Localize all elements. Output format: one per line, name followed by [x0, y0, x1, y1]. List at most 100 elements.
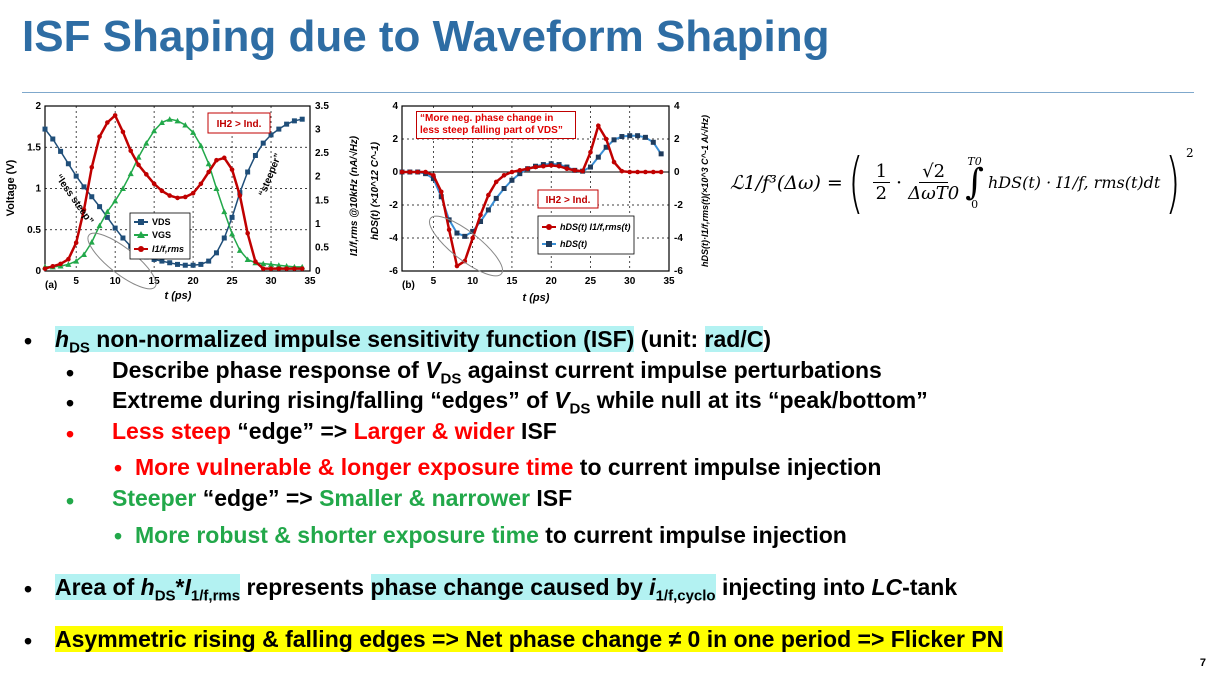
bullet-area: Area of hDS*I1/f,rms represents phase ch…	[55, 574, 958, 605]
point-product	[407, 169, 413, 175]
point-vgs	[112, 197, 119, 204]
y-left-tick-label: 1.5	[27, 142, 41, 153]
point-product	[438, 189, 444, 195]
point-product	[572, 168, 578, 173]
y-right-tick-label: 0	[674, 167, 680, 178]
legend: VDS VGS I1/f,rms	[129, 212, 191, 260]
point-i1f	[292, 266, 297, 271]
formula-frac2: √2 ΔωT0	[908, 161, 960, 204]
point-vds	[284, 121, 290, 127]
y-right-tick-label: -4	[674, 233, 683, 244]
point-i1f	[81, 207, 87, 213]
point-i1f	[260, 266, 266, 271]
y-right-tick-label: -2	[674, 200, 683, 211]
point-vgs	[275, 262, 282, 268]
point-i1f	[245, 230, 250, 236]
point-vgs	[96, 222, 103, 229]
point-vds	[260, 140, 266, 146]
x-tick-label: 35	[304, 276, 316, 287]
legend-vds: VDS	[152, 217, 171, 227]
point-i1f	[97, 134, 102, 139]
x-tick-label: 20	[546, 276, 558, 287]
point-vds	[221, 235, 227, 241]
point-vgs	[174, 117, 181, 124]
y-left-tick-label: 2	[392, 134, 398, 145]
x-tick-label: 15	[149, 276, 161, 287]
point-vgs	[73, 258, 80, 264]
tertiary-bullet-robust: More robust & shorter exposure time to c…	[135, 522, 847, 548]
point-product	[548, 163, 554, 168]
point-vgs	[65, 261, 72, 267]
point-product	[486, 192, 491, 198]
y-right-tick-label: 2	[315, 172, 321, 183]
formula-integral: T0 ∫ 0	[965, 154, 984, 211]
formula-lhs: ℒ1/f³(Δω) =	[730, 171, 843, 194]
point-vgs	[88, 239, 95, 245]
point-product	[611, 159, 617, 165]
point-hds	[493, 195, 499, 201]
point-i1f	[120, 129, 126, 135]
y-left-tick-label: 4	[392, 101, 398, 112]
series-line-product	[402, 122, 662, 269]
y-right-tick-label: 0.5	[315, 242, 329, 253]
point-hds	[430, 176, 436, 182]
formula-left-paren: (	[847, 143, 864, 221]
point-vds	[167, 260, 173, 266]
point-i1f	[151, 181, 157, 187]
annotation-box	[537, 189, 599, 209]
point-vgs	[143, 140, 150, 146]
y-right-tick-label: 1.5	[315, 195, 329, 206]
tertiary-bullet-vulnerable: More vulnerable & longer exposure time t…	[135, 454, 882, 480]
plot-frame	[44, 105, 311, 272]
point-i1f	[299, 266, 305, 271]
point-vds	[159, 258, 165, 264]
point-product	[478, 212, 483, 218]
point-vgs	[268, 261, 275, 267]
point-vgs	[80, 251, 87, 257]
y-left-axis-label: hDS(t) (×10^12 C^-1)	[370, 141, 381, 240]
y-right-tick-label: 3	[315, 125, 321, 136]
point-vgs	[221, 208, 228, 215]
point-i1f	[190, 190, 196, 196]
point-vds	[276, 126, 282, 132]
point-hds	[517, 171, 523, 177]
x-tick-label: 5	[431, 276, 437, 287]
legend-product: hDS(t) I1/f,rms(t)	[560, 222, 631, 232]
y-right-tick-label: 4	[674, 101, 680, 112]
point-vgs	[197, 142, 204, 149]
point-vds	[291, 118, 297, 124]
point-vgs	[236, 247, 243, 253]
point-vds	[213, 250, 219, 256]
y-left-tick-label: 2	[35, 101, 41, 112]
point-product	[603, 136, 609, 142]
point-product	[525, 166, 530, 171]
point-product	[454, 263, 460, 269]
point-i1f	[128, 148, 134, 154]
y-left-tick-label: 1	[35, 184, 41, 195]
y-right-tick-label: 0	[315, 266, 321, 277]
point-vds	[182, 262, 188, 268]
point-vgs	[135, 154, 142, 160]
point-product	[470, 235, 475, 241]
series-line-vgs	[45, 118, 303, 268]
y-left-tick-label: 0.5	[27, 225, 41, 236]
point-i1f	[253, 259, 258, 264]
point-i1f	[105, 120, 110, 125]
point-product	[493, 179, 499, 185]
highlight-ellipse	[429, 215, 503, 277]
point-i1f	[198, 181, 204, 187]
legend: hDS(t) I1/f,rms(t) hDS(t)	[537, 215, 635, 255]
point-i1f	[144, 172, 149, 177]
point-vds	[198, 261, 204, 267]
point-hds	[470, 228, 476, 234]
point-vgs	[244, 256, 251, 262]
x-axis-label: t (ps)	[523, 292, 550, 304]
y-right-tick-label: 2	[674, 134, 680, 145]
y-left-tick-label: -6	[389, 266, 398, 277]
point-hds	[454, 230, 460, 236]
point-vds	[206, 258, 212, 264]
point-vds	[58, 148, 64, 154]
flicker-pn-formula: ℒ1/f³(Δω) = ( 1 2 · √2 ΔωT0 T0 ∫ 0 hDS(t…	[730, 143, 1194, 221]
point-product	[627, 169, 633, 175]
formula-integrand: hDS(t) · I1/f, rms(t)dt	[987, 173, 1161, 192]
